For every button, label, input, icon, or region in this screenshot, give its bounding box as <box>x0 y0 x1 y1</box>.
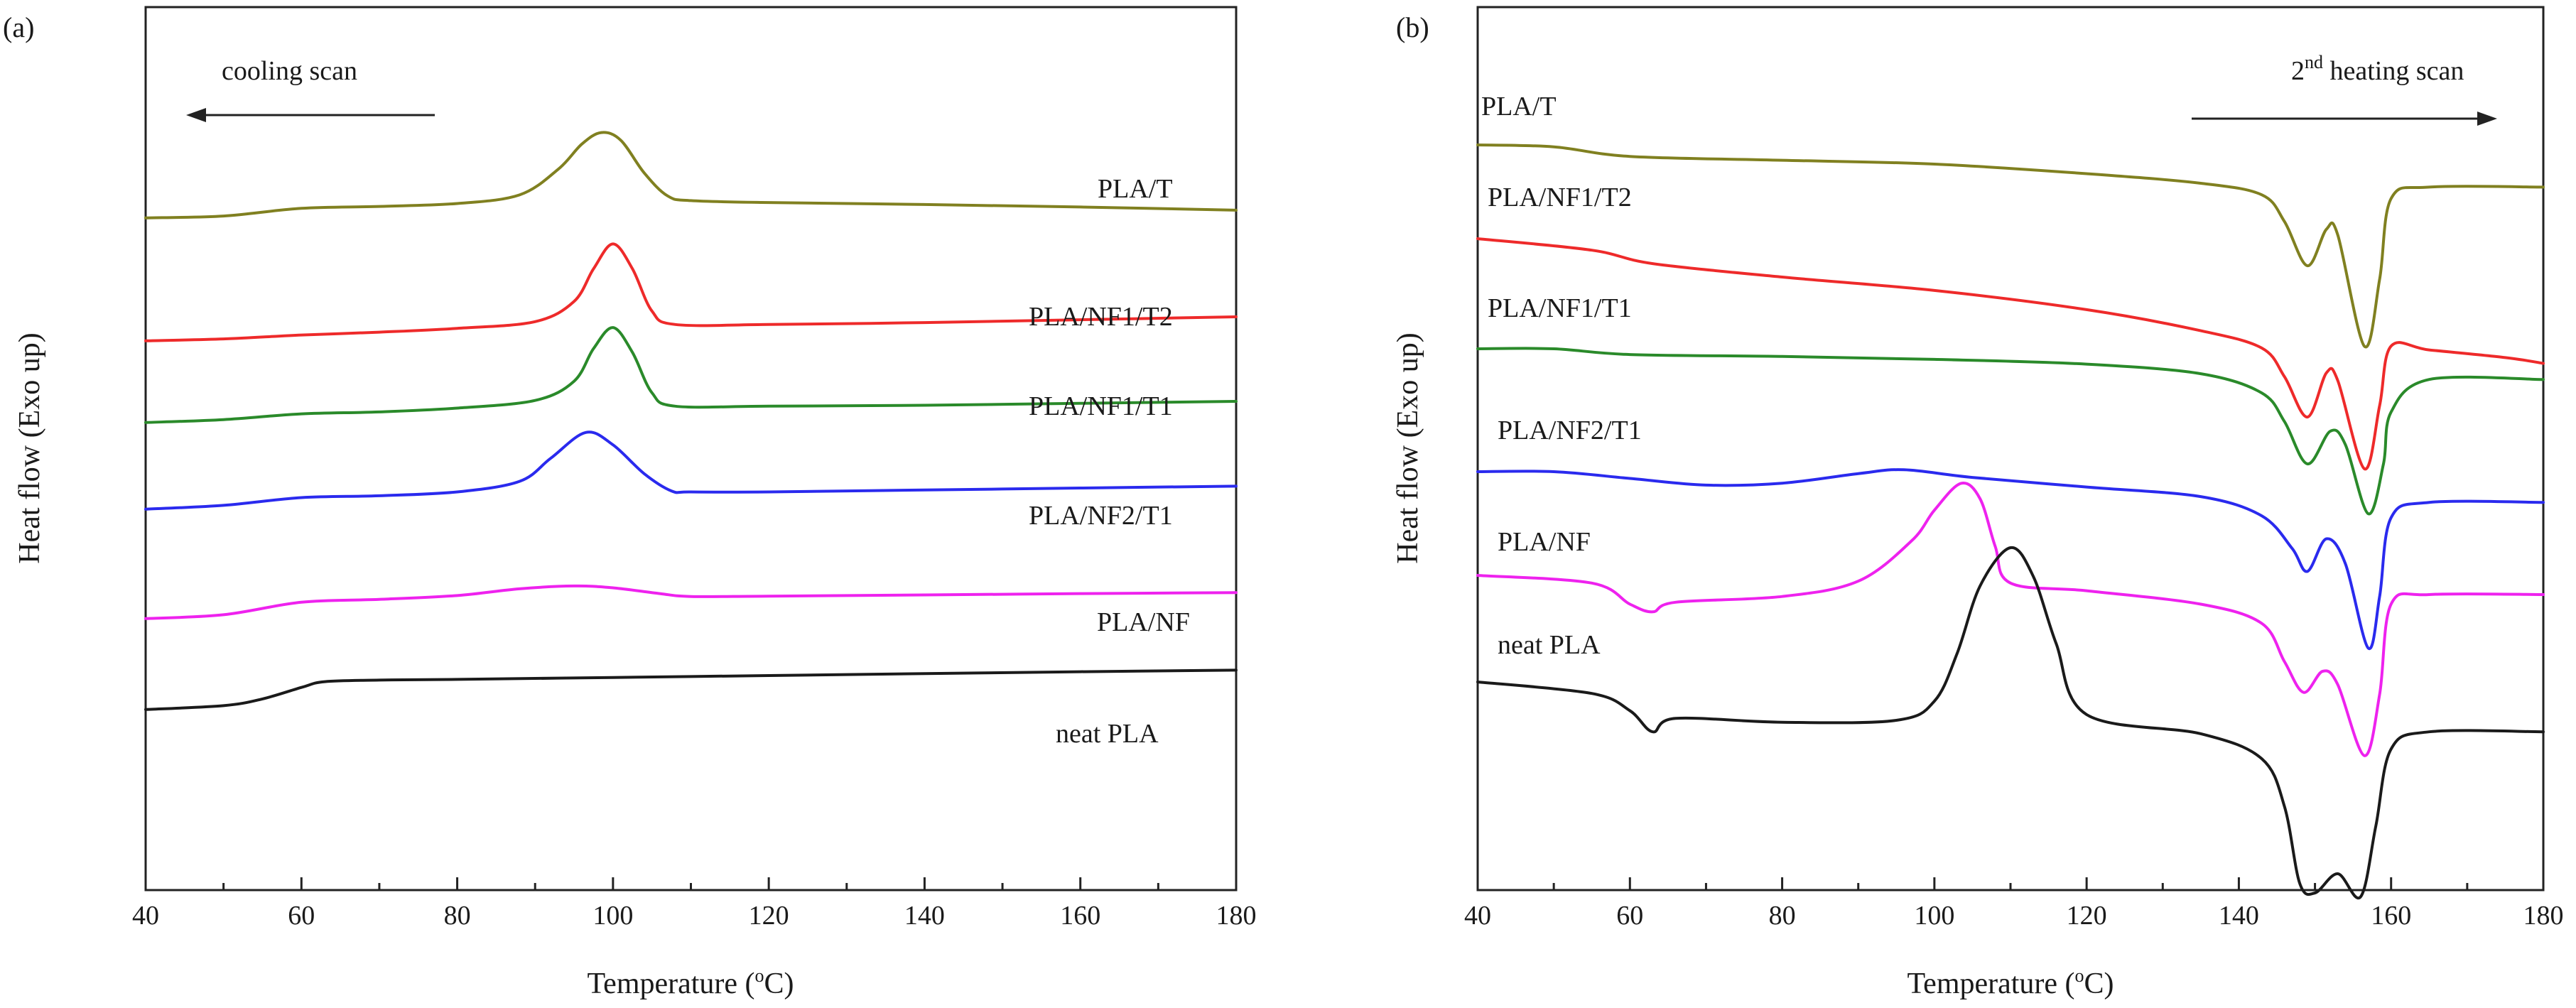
panel-a-x-title-suffix: C) <box>764 968 794 1000</box>
panel-a-plot-frame <box>144 6 1238 892</box>
panel-b-x-tick-label: 120 <box>2067 901 2107 931</box>
panel-a-x-ticks <box>144 877 1238 890</box>
panel-a-arrow-head <box>186 108 206 122</box>
panel-a-series <box>144 131 1238 711</box>
panel-a-series-label-pla-nf1-t1: PLA/NF1/T1 <box>1029 391 1173 421</box>
panel-a-series-pla-t <box>144 131 1238 220</box>
panel-a-series-label-pla-nf2-t1: PLA/NF2/T1 <box>1029 501 1173 531</box>
panel-b-series-label-pla-t: PLA/T <box>1481 92 1557 121</box>
panel-b-series-pla-nf1-t1 <box>1476 347 2545 516</box>
panel-b-series-label-pla-nf2-t1: PLA/NF2/T1 <box>1498 416 1642 445</box>
panel-a-x-title-sup: o <box>755 965 764 986</box>
panel-b-series-pla-t <box>1476 143 2545 349</box>
panel-b: (b) Heat flow (Exo up) Temperature (oC) … <box>1392 6 2564 1000</box>
panel-a-x-tick-label: 60 <box>288 901 315 931</box>
panel-b-x-title-sup: o <box>2075 965 2084 986</box>
panel-b-series-pla-nf <box>1476 481 2545 757</box>
panel-a: (a) Heat flow (Exo up) Temperature (oC) … <box>3 6 1257 1000</box>
panel-a-label: (a) <box>3 11 34 43</box>
panel-a-x-tick-labels: 40 60 80 100 120 140 160 180 <box>132 901 1257 931</box>
panel-a-annotation: cooling scan <box>186 56 435 122</box>
panel-a-x-tick-label: 180 <box>1216 901 1257 931</box>
panel-a-legend-labels: PLA/T PLA/NF1/T2 PLA/NF1/T1 PLA/NF2/T1 P… <box>1029 174 1190 749</box>
panel-b-arrow-head <box>2477 112 2497 126</box>
panel-a-cooling-scan-label: cooling scan <box>222 56 357 86</box>
panel-b-x-title-suffix: C) <box>2084 968 2114 1000</box>
panel-b-series-label-pla-nf1-t2: PLA/NF1/T2 <box>1488 183 1632 212</box>
panel-a-series-pla-nf2-t1 <box>144 430 1238 511</box>
panel-b-series-label-neat-pla: neat PLA <box>1498 630 1601 660</box>
panel-b-annot-suffix: heating scan <box>2323 56 2464 86</box>
panel-b-x-ticks <box>1476 877 2545 890</box>
panel-a-series-label-pla-nf: PLA/NF <box>1097 607 1190 637</box>
panel-b-x-tick-label: 140 <box>2219 901 2259 931</box>
panel-a-series-pla-nf1-t2 <box>144 242 1238 342</box>
panel-b-series-pla-nf2-t1 <box>1476 468 2545 651</box>
panel-b-x-tick-label: 180 <box>2523 901 2564 931</box>
panel-a-x-tick-label: 40 <box>132 901 159 931</box>
panel-b-series-neat-pla <box>1476 546 2545 900</box>
panel-a-series-pla-nf <box>144 584 1238 620</box>
panel-a-x-tick-label: 120 <box>749 901 789 931</box>
panel-a-series-label-neat-pla: neat PLA <box>1056 719 1159 749</box>
panel-a-x-tick-label: 140 <box>904 901 945 931</box>
panel-a-series-neat-pla <box>144 668 1238 711</box>
panel-a-series-pla-nf1-t1 <box>144 326 1238 424</box>
panel-a-series-label-pla-nf1-t2: PLA/NF1/T2 <box>1029 302 1173 332</box>
panel-a-x-axis-title: Temperature (oC) <box>587 965 794 1000</box>
panel-a-x-tick-label: 100 <box>592 901 633 931</box>
panel-b-x-tick-label: 60 <box>1616 901 1643 931</box>
panel-b-series <box>1476 143 2545 900</box>
panel-a-x-tick-label: 80 <box>444 901 471 931</box>
panel-b-label: (b) <box>1396 11 1429 43</box>
panel-b-x-tick-label: 80 <box>1769 901 1796 931</box>
panel-b-x-axis-title: Temperature (oC) <box>1907 965 2114 1000</box>
panel-b-x-tick-label: 160 <box>2371 901 2411 931</box>
panel-a-y-axis-title: Heat flow (Exo up) <box>13 332 46 563</box>
panel-b-plot-frame <box>1476 6 2545 892</box>
panel-a-x-title-prefix: Temperature ( <box>587 968 754 1000</box>
panel-b-heating-scan-label: 2nd heating scan <box>2291 52 2464 86</box>
panel-b-series-label-pla-nf1-t1: PLA/NF1/T1 <box>1488 293 1632 323</box>
panel-b-x-tick-label: 40 <box>1464 901 1491 931</box>
panel-a-x-tick-label: 160 <box>1060 901 1100 931</box>
panel-b-annot-prefix: 2 <box>2291 56 2305 86</box>
panel-b-y-axis-title: Heat flow (Exo up) <box>1392 332 1424 563</box>
panel-a-series-label-pla-t: PLA/T <box>1098 174 1173 204</box>
panel-b-series-label-pla-nf: PLA/NF <box>1498 527 1591 557</box>
panel-b-series-pla-nf1-t2 <box>1476 237 2545 471</box>
panel-b-x-tick-label: 100 <box>1914 901 1954 931</box>
panel-b-x-title-prefix: Temperature ( <box>1907 968 2074 1000</box>
panel-b-x-tick-labels: 40 60 80 100 120 140 160 180 <box>1464 901 2564 931</box>
panel-b-annotation: 2nd heating scan <box>2192 52 2497 126</box>
panel-b-legend-labels: PLA/T PLA/NF1/T2 PLA/NF1/T1 PLA/NF2/T1 P… <box>1481 92 1642 660</box>
panel-b-annot-sup: nd <box>2305 52 2323 72</box>
